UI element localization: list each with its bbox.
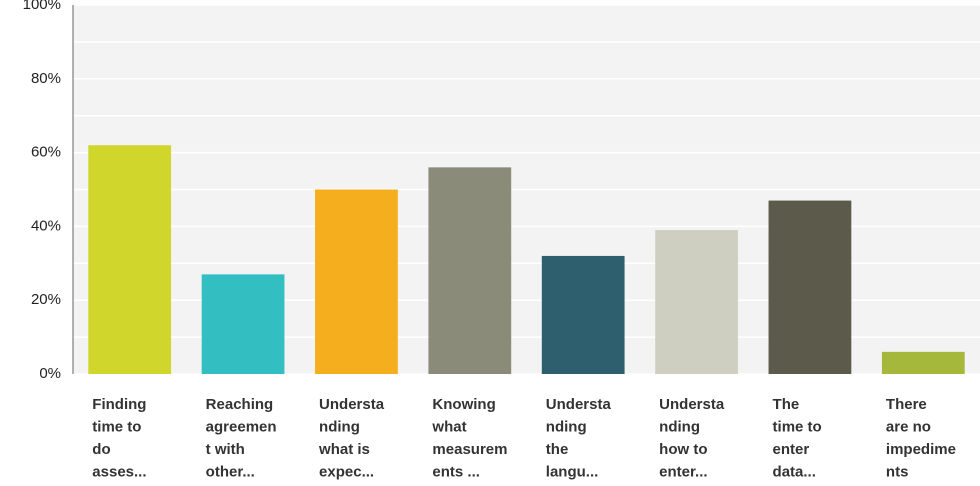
x-tick-label: asses...	[92, 463, 146, 480]
x-tick-label: nding	[546, 418, 587, 435]
x-tick-label: are no	[886, 418, 931, 435]
x-tick-label: enter...	[659, 463, 707, 480]
x-tick-label: other...	[206, 463, 255, 480]
x-tick-label: Finding	[92, 396, 146, 413]
x-tick-label: nding	[319, 418, 360, 435]
x-tick-label: what	[431, 418, 466, 435]
x-tick-label: the	[546, 441, 569, 458]
x-tick-label: how to	[659, 441, 707, 458]
x-tick-label: enter	[773, 441, 810, 458]
x-tick-label: time to	[92, 418, 141, 435]
y-tick-label: 80%	[31, 70, 61, 87]
bar	[768, 200, 852, 374]
y-tick-label: 0%	[39, 365, 61, 382]
x-tick-label: nts	[886, 463, 909, 480]
bar	[428, 167, 512, 374]
bar	[88, 145, 172, 374]
x-tick-label: impedime	[886, 441, 956, 458]
x-tick-label: Understa	[659, 396, 725, 413]
x-tick-label: what is	[318, 441, 370, 458]
y-tick-label: 20%	[31, 291, 61, 308]
y-tick-label: 100%	[23, 0, 61, 13]
bar	[315, 189, 398, 374]
x-tick-label: measurem	[432, 441, 507, 458]
x-tick-label: Knowing	[432, 396, 495, 413]
x-tick-label: nding	[659, 418, 700, 435]
x-tick-label: do	[92, 441, 110, 458]
x-tick-label: The	[773, 396, 800, 413]
bar	[655, 230, 738, 374]
y-tick-label: 40%	[31, 217, 61, 234]
x-tick-label: langu...	[546, 463, 599, 480]
bar	[201, 274, 285, 374]
x-tick-label: There	[886, 396, 927, 413]
x-tick-label: time to	[773, 418, 822, 435]
x-tick-label: expec...	[319, 463, 374, 480]
bar	[541, 255, 625, 374]
x-tick-label: ents ...	[432, 463, 480, 480]
x-tick-label: Reaching	[206, 396, 274, 413]
x-tick-label: t with	[206, 441, 245, 458]
y-tick-label: 60%	[31, 144, 61, 161]
x-tick-label: agreemen	[206, 418, 277, 435]
bar	[881, 351, 965, 374]
x-tick-label: Understa	[319, 396, 385, 413]
x-tick-label: Understa	[546, 396, 612, 413]
x-tick-label: data...	[773, 463, 816, 480]
